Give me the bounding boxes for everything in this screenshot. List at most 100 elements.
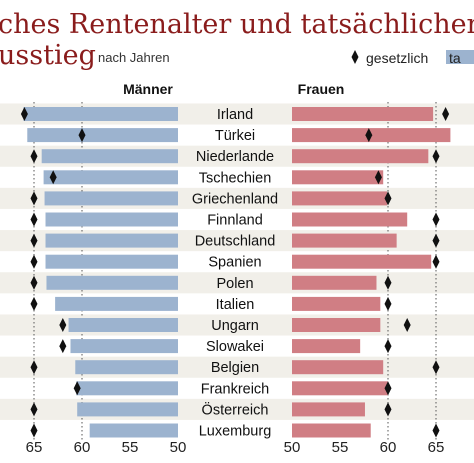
bar-men-belgien xyxy=(75,360,178,375)
marker-men-finnland xyxy=(30,212,38,227)
marker-men-irland xyxy=(20,107,28,121)
bar-men-griechenland xyxy=(44,191,179,206)
statutory-markers xyxy=(20,107,450,438)
marker-women-luxemburg xyxy=(432,423,440,438)
marker-men-ungarn xyxy=(59,318,67,332)
bar-men-oesterreich xyxy=(77,402,178,417)
axis-ticks: 65 65 60 60 55 55 50 50 xyxy=(26,439,445,456)
country-label-polen: Polen xyxy=(216,276,253,292)
marker-women-finnland xyxy=(432,212,440,227)
country-label-finnland: Finnland xyxy=(207,213,263,229)
bar-women-deutschland xyxy=(292,233,397,248)
marker-men-belgien xyxy=(30,360,38,375)
country-label-deutschland: Deutschland xyxy=(195,234,276,250)
marker-women-belgien xyxy=(432,360,440,375)
country-label-niederlande: Niederlande xyxy=(196,149,274,165)
legend-tatsaechlich-label: ta xyxy=(449,50,461,66)
bar-women-italien xyxy=(292,296,381,311)
country-label-luxemburg: Luxemburg xyxy=(199,424,272,440)
panel-title-women: Frauen xyxy=(298,81,345,97)
bar-men-frankreich xyxy=(76,381,178,396)
marker-men-italien xyxy=(30,296,38,311)
bar-women-ungarn xyxy=(292,318,381,332)
tick-label-women-55: 55 xyxy=(332,439,349,456)
tick-label-women-50: 50 xyxy=(284,439,301,456)
bar-men-italien xyxy=(55,296,179,311)
bar-men-ungarn xyxy=(68,318,178,332)
bar-women-polen xyxy=(292,275,377,290)
marker-women-tschechien xyxy=(374,170,382,185)
tick-label-men-65: 65 xyxy=(26,439,43,456)
marker-women-polen xyxy=(384,275,392,290)
country-label-griechenland: Griechenland xyxy=(192,191,278,207)
bar-women-tschechien xyxy=(292,170,384,185)
country-label-frankreich: Frankreich xyxy=(201,381,270,397)
bar-women-luxemburg xyxy=(292,423,371,438)
bar-men-tschechien xyxy=(43,170,178,185)
bar-women-slowakei xyxy=(292,339,361,354)
bar-women-spanien xyxy=(292,254,432,269)
bar-women-irland xyxy=(292,107,434,121)
tick-label-women-65: 65 xyxy=(428,439,445,456)
bar-women-frankreich xyxy=(292,381,388,396)
legend-actual-swatch xyxy=(446,50,474,64)
country-label-spanien: Spanien xyxy=(208,255,261,271)
bar-men-finnland xyxy=(45,212,178,227)
marker-men-tuerkei xyxy=(78,128,86,143)
marker-women-niederlande xyxy=(432,149,440,164)
country-label-tschechien: Tschechien xyxy=(199,170,272,186)
marker-women-italien xyxy=(384,296,392,311)
bar-women-oesterreich xyxy=(292,402,365,417)
country-label-slowakei: Slowakei xyxy=(206,339,264,355)
marker-men-slowakei xyxy=(59,339,67,354)
marker-women-griechenland xyxy=(384,191,392,206)
bar-women-finnland xyxy=(292,212,408,227)
country-label-italien: Italien xyxy=(216,297,255,313)
marker-men-griechenland xyxy=(30,191,38,206)
marker-women-spanien xyxy=(432,254,440,269)
tick-label-men-60: 60 xyxy=(74,439,91,456)
marker-men-luxemburg xyxy=(30,423,38,438)
marker-men-spanien xyxy=(30,254,38,269)
marker-men-frankreich xyxy=(73,381,81,396)
legend-gesetzlich-label: gesetzlich xyxy=(366,50,428,66)
marker-men-deutschland xyxy=(30,233,38,248)
bar-men-spanien xyxy=(45,254,178,269)
country-labels: Irland Türkei Niederlande Tschechien Grieche… xyxy=(192,107,278,440)
country-label-ungarn: Ungarn xyxy=(211,318,259,334)
marker-women-ungarn xyxy=(403,318,411,332)
tick-label-men-50: 50 xyxy=(170,439,187,456)
marker-women-frankreich xyxy=(384,381,392,396)
marker-women-deutschland xyxy=(432,233,440,248)
bar-men-tuerkei xyxy=(27,128,179,143)
chart-subtitle: nach Jahren xyxy=(98,50,170,65)
country-label-irland: Irland xyxy=(217,107,253,123)
marker-men-polen xyxy=(30,275,38,290)
panel-title-men: Männer xyxy=(123,81,173,97)
bar-women-griechenland xyxy=(292,191,388,206)
marker-men-tschechien xyxy=(49,170,57,185)
marker-women-irland xyxy=(442,107,450,121)
bar-men-polen xyxy=(46,275,179,290)
bar-women-belgien xyxy=(292,360,384,375)
country-label-oesterreich: Österreich xyxy=(202,400,269,418)
marker-women-slowakei xyxy=(384,339,392,354)
bar-men-niederlande xyxy=(41,149,179,164)
country-label-tuerkei: Türkei xyxy=(215,128,255,144)
header: ches Rentenalter und tatsächlicher ussti… xyxy=(0,9,474,71)
bar-men-slowakei xyxy=(70,339,178,354)
bar-men-irland xyxy=(23,107,178,121)
legend-diamond-icon xyxy=(351,50,359,64)
bar-men-luxemburg xyxy=(89,423,178,438)
legend: gesetzlich ta xyxy=(351,50,474,66)
marker-men-niederlande xyxy=(30,149,38,164)
chart-title-line1: ches Rentenalter und tatsächlicher xyxy=(0,9,474,40)
marker-men-oesterreich xyxy=(30,402,38,417)
bar-men-deutschland xyxy=(45,233,178,248)
country-label-belgien: Belgien xyxy=(211,360,259,376)
marker-women-oesterreich xyxy=(384,402,392,417)
tick-label-women-60: 60 xyxy=(380,439,397,456)
marker-women-tuerkei xyxy=(365,128,373,143)
bar-women-niederlande xyxy=(292,149,429,164)
